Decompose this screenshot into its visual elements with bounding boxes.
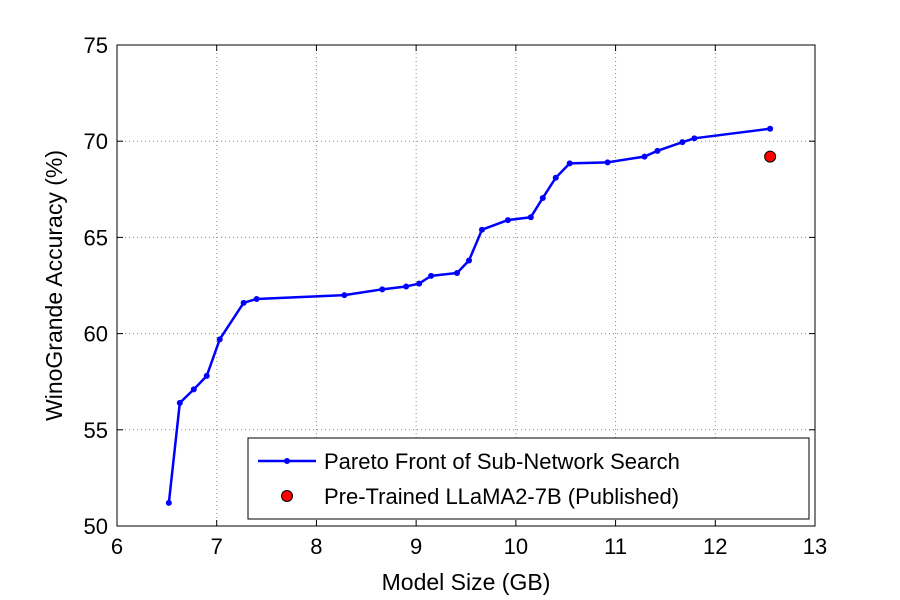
series-line-pareto: [167, 127, 771, 504]
pareto-point: [454, 269, 461, 276]
pareto-point: [416, 280, 423, 287]
grid: [117, 45, 815, 526]
legend-label-llama: Pre-Trained LLaMA2-7B (Published): [324, 484, 679, 509]
x-tick-label: 8: [310, 534, 322, 559]
y-axis-label: WinoGrande Accuracy (%): [41, 150, 67, 421]
pareto-point: [767, 125, 774, 132]
pareto-point: [341, 292, 348, 299]
pareto-point: [176, 399, 183, 406]
x-tick-label: 6: [111, 534, 123, 559]
legend-marker-llama: [281, 490, 293, 502]
legend-marker-pareto: [284, 458, 290, 464]
x-axis-label: Model Size (GB): [382, 569, 551, 595]
pareto-point: [253, 295, 260, 302]
pareto-point: [604, 159, 611, 166]
legend-box: [247, 437, 810, 520]
y-tick-label: 50: [84, 514, 108, 539]
legend-label-pareto: Pareto Front of Sub-Network Search: [324, 449, 680, 474]
pareto-point: [403, 283, 410, 290]
x-tick-label: 9: [410, 534, 422, 559]
x-tick-label: 12: [703, 534, 727, 559]
y-tick-label: 70: [84, 129, 108, 154]
pareto-point: [654, 147, 661, 154]
x-tick-label: 13: [803, 534, 827, 559]
tick-labels: 6 7 8 9 10 11 12 13 50 55 60 65 70 75: [84, 33, 828, 559]
x-tick-label: 10: [504, 534, 528, 559]
pareto-point: [190, 386, 197, 393]
x-tick-label: 7: [211, 534, 223, 559]
y-tick-label: 55: [84, 418, 108, 443]
series-layer: [165, 125, 777, 506]
y-tick-label: 65: [84, 225, 108, 250]
pareto-point: [379, 286, 386, 293]
pareto-point: [552, 174, 559, 181]
pareto-point: [679, 139, 686, 146]
pareto-point: [527, 214, 534, 221]
pareto-point: [165, 499, 172, 506]
pareto-point: [566, 160, 573, 167]
pareto-point: [465, 257, 472, 264]
llama2-7b-point: [764, 150, 777, 163]
pareto-point: [641, 153, 648, 160]
pareto-point: [539, 194, 546, 201]
pareto-point: [504, 217, 511, 224]
pareto-point: [240, 299, 247, 306]
pareto-point: [216, 336, 223, 343]
x-tick-label: 11: [604, 534, 627, 559]
pareto-point: [428, 272, 435, 279]
pareto-point: [478, 226, 485, 233]
pareto-point: [691, 135, 698, 142]
y-tick-label: 75: [84, 33, 108, 58]
legend: Pareto Front of Sub-Network Search Pre-T…: [247, 437, 810, 520]
pareto-point: [203, 372, 210, 379]
y-tick-label: 60: [84, 322, 108, 347]
plot-frame: [116, 44, 816, 527]
